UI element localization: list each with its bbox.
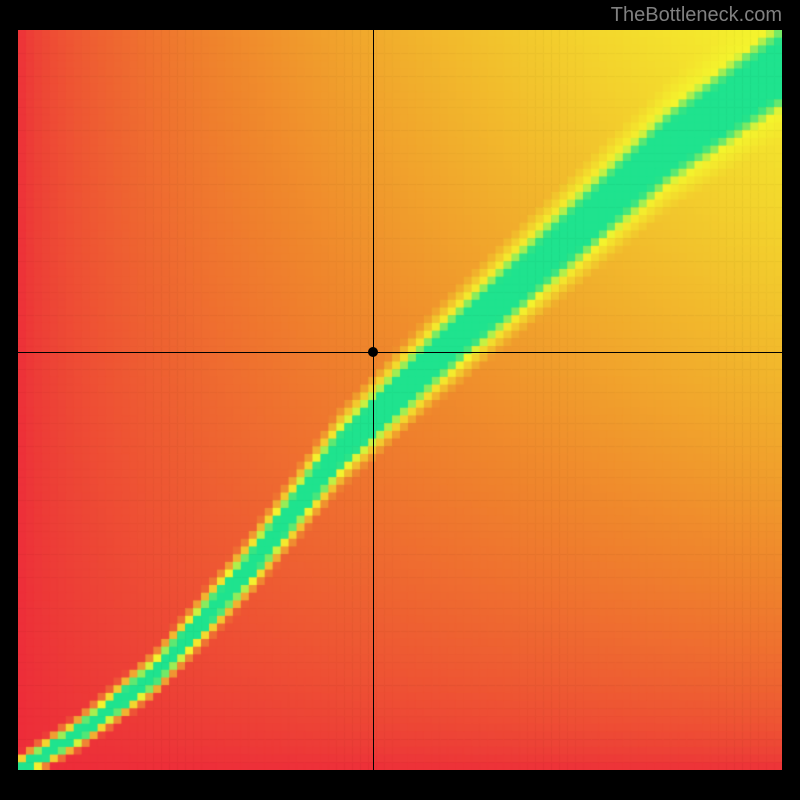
- crosshair-horizontal: [18, 352, 782, 353]
- heatmap-plot: [18, 30, 782, 770]
- watermark-text: TheBottleneck.com: [611, 4, 782, 27]
- data-point-marker: [368, 347, 378, 357]
- heatmap-canvas: [18, 30, 782, 770]
- crosshair-vertical: [373, 30, 374, 770]
